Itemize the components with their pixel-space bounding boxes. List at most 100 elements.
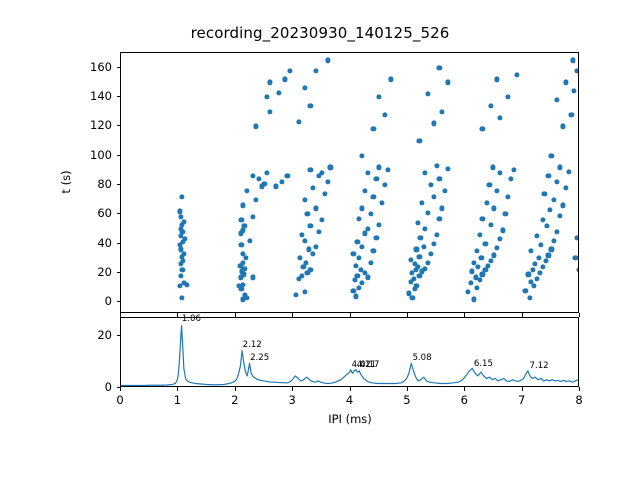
- peak-annotation: 4.02: [351, 359, 371, 370]
- scatter-point: [240, 296, 246, 302]
- scatter-y-tick: [116, 66, 120, 68]
- scatter-point: [180, 280, 187, 286]
- scatter-point: [565, 169, 572, 175]
- scatter-point: [247, 238, 253, 244]
- scatter-point: [238, 286, 245, 292]
- scatter-point: [362, 188, 368, 194]
- scatter-point: [370, 126, 377, 132]
- scatter-point: [413, 246, 420, 253]
- scatter-point: [422, 170, 428, 176]
- scatter-point: [184, 282, 190, 288]
- scatter-point: [439, 205, 445, 212]
- scatter-point: [316, 229, 322, 235]
- scatter-point: [178, 214, 184, 220]
- scatter-point: [179, 229, 185, 235]
- scatter-x-tick: [464, 313, 466, 317]
- scatter-point: [302, 238, 308, 244]
- scatter-point: [310, 251, 316, 257]
- scatter-point: [238, 217, 245, 223]
- scatter-x-tick: [234, 313, 236, 317]
- scatter-point: [284, 173, 290, 179]
- histogram-x-tick-label: 8: [575, 393, 583, 407]
- scatter-point: [181, 251, 187, 257]
- histogram-x-tick: [177, 387, 179, 391]
- scatter-point: [532, 261, 538, 267]
- scatter-point: [538, 242, 544, 248]
- histogram-y-tick-label: 0: [104, 380, 112, 394]
- scatter-point: [479, 271, 486, 277]
- scatter-point: [313, 243, 319, 250]
- scatter-point: [241, 265, 247, 272]
- histogram-x-tick-label: 3: [288, 393, 296, 407]
- scatter-point: [359, 205, 365, 212]
- scatter-point: [419, 199, 425, 206]
- scatter-point: [431, 120, 437, 126]
- scatter-point: [356, 216, 362, 222]
- scatter-point: [411, 276, 417, 282]
- scatter-point: [474, 248, 480, 254]
- scatter-point: [433, 232, 440, 238]
- scatter-point: [179, 267, 185, 273]
- scatter-point: [179, 254, 185, 260]
- scatter-y-tick: [116, 95, 120, 97]
- scatter-point: [488, 221, 494, 228]
- scatter-point: [276, 89, 282, 96]
- scatter-point: [178, 261, 184, 267]
- scatter-point: [362, 270, 368, 276]
- scatter-point: [439, 109, 445, 115]
- scatter-point: [365, 170, 371, 176]
- scatter-point: [306, 246, 312, 253]
- scatter-point: [299, 232, 305, 238]
- scatter-point: [494, 76, 500, 82]
- scatter-point: [542, 258, 549, 264]
- scatter-point: [307, 167, 313, 173]
- scatter-point: [425, 91, 431, 97]
- scatter-point: [376, 221, 382, 228]
- scatter-point: [412, 286, 418, 292]
- scatter-point: [359, 153, 365, 159]
- scatter-point: [428, 182, 434, 188]
- scatter-point: [354, 273, 360, 279]
- scatter-point: [540, 217, 546, 223]
- scatter-point: [253, 123, 259, 129]
- scatter-point: [528, 279, 534, 285]
- scatter-point: [548, 246, 554, 253]
- peak-annotation: 2.12: [242, 340, 262, 351]
- scatter-point: [299, 273, 305, 279]
- scatter-point: [488, 103, 494, 109]
- page-title: recording_20230930_140125_526: [190, 24, 450, 42]
- scatter-y-tick-label: 120: [90, 118, 112, 133]
- scatter-point: [415, 264, 421, 270]
- scatter-point: [354, 239, 360, 245]
- scatter-point: [485, 263, 491, 269]
- scatter-x-tick: [292, 313, 294, 317]
- scatter-y-tick-label: 80: [97, 176, 112, 191]
- scatter-point: [319, 217, 325, 223]
- scatter-point: [530, 267, 536, 273]
- scatter-point: [557, 213, 563, 219]
- scatter-point: [238, 274, 244, 280]
- histogram-x-tick: [292, 387, 294, 391]
- scatter-point: [477, 232, 483, 238]
- scatter-point: [416, 254, 422, 260]
- scatter-point: [534, 233, 540, 239]
- scatter-point: [350, 251, 356, 257]
- scatter-point: [178, 246, 184, 253]
- histogram-x-tick-label: 5: [403, 393, 411, 407]
- scatter-point: [497, 236, 503, 242]
- scatter-point: [322, 191, 328, 197]
- histogram-x-axis-label: IPI (ms): [328, 412, 372, 426]
- histogram-x-tick: [579, 387, 580, 391]
- scatter-y-tick: [116, 183, 120, 185]
- scatter-point: [250, 173, 256, 179]
- scatter-point: [570, 57, 576, 63]
- scatter-point: [253, 197, 259, 203]
- peak-annotation: 2.25: [250, 353, 270, 364]
- scatter-point: [431, 194, 437, 200]
- scatter-point: [431, 241, 437, 247]
- scatter-point: [287, 68, 293, 74]
- scatter-point: [352, 277, 358, 283]
- scatter-point: [482, 267, 488, 273]
- scatter-point: [353, 263, 359, 269]
- scatter-point: [433, 163, 440, 169]
